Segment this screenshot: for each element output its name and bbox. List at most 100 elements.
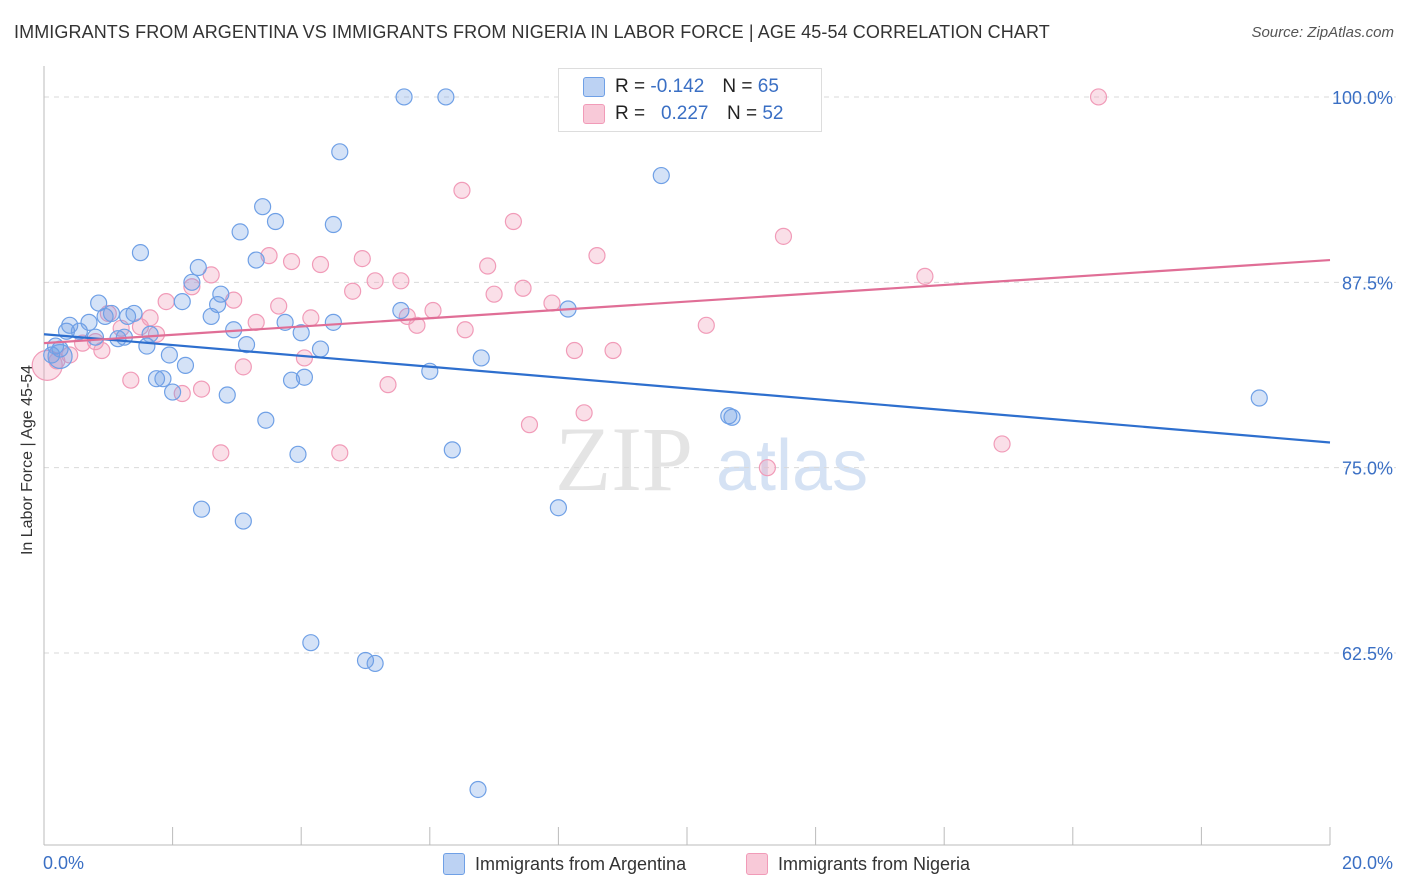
argentina-point-4 (61, 316, 79, 334)
nigeria-point-49 (758, 459, 776, 477)
argentina-point-46 (331, 143, 349, 161)
legend-n-argentina: 65 (757, 76, 779, 97)
series-nigeria (31, 88, 1108, 477)
stats-legend: R = -0.142 N = 65 R = 0.227 N = 52 (558, 68, 822, 132)
nigeria-point-19 (234, 358, 252, 376)
nigeria-point-16 (202, 266, 220, 284)
argentina-point-17 (131, 244, 150, 262)
source-label: Source: ZipAtlas.com (1251, 24, 1394, 41)
argentina-point-32 (237, 335, 256, 354)
legend-row-argentina: R = -0.142 N = 65 (583, 75, 779, 99)
nigeria-point-25 (302, 309, 320, 327)
nigeria-point-48 (697, 316, 715, 334)
legend-r-label: R = (615, 76, 646, 97)
nigeria-point-47 (604, 341, 622, 360)
chart-title: IMMIGRANTS FROM ARGENTINA VS IMMIGRANTS … (14, 22, 1050, 42)
nigeria-point-51 (916, 267, 934, 285)
argentina-point-60 (723, 408, 741, 426)
argentina-point-62 (192, 500, 211, 518)
legend-n-label: N = (726, 103, 758, 124)
y-tick-label-3: 100.0% (1332, 88, 1393, 108)
y-tick-label-1: 75.0% (1342, 459, 1393, 479)
nigeria-swatch (583, 104, 605, 124)
nigeria-point-30 (366, 272, 384, 290)
legend-n-label: N = (722, 76, 753, 97)
argentina-point-48 (366, 654, 384, 673)
nigeria-point-0 (31, 349, 63, 381)
nigeria-point-50 (774, 227, 793, 245)
argentina-point-56 (549, 499, 568, 517)
nigeria-point-34 (408, 316, 426, 334)
axes (43, 66, 1331, 846)
watermark: ZIP atlas (555, 408, 868, 510)
nigeria-point-15 (192, 380, 211, 398)
nigeria-point-29 (353, 249, 371, 268)
nigeria-point-42 (520, 416, 539, 434)
nigeria-legend-swatch (746, 853, 768, 875)
nigeria-point-26 (311, 255, 330, 274)
argentina-point-31 (231, 223, 249, 241)
argentina-point-21 (164, 383, 182, 401)
argentina-point-35 (257, 411, 275, 429)
argentina-point-10 (102, 304, 121, 323)
argentina-point-28 (212, 285, 230, 303)
legend-n-nigeria: 52 (762, 103, 784, 124)
legend-r-label: R = (615, 103, 646, 124)
nigeria-point-44 (565, 341, 584, 360)
nigeria-point-11 (147, 325, 166, 343)
legend-r-nigeria: 0.227 (660, 103, 709, 124)
nigeria-point-24 (295, 349, 314, 367)
nigeria-point-45 (575, 404, 593, 422)
nigeria-point-52 (993, 435, 1011, 453)
x-tick-label-0: 0.0% (43, 853, 84, 873)
argentina-point-58 (652, 166, 670, 185)
argentina-point-16 (141, 325, 159, 343)
argentina-point-20 (160, 346, 178, 364)
trend-lines (43, 258, 1331, 444)
argentina-point-27 (209, 295, 227, 314)
watermark-atlas: atlas (716, 426, 868, 506)
nigeria-point-17 (212, 444, 230, 462)
nigeria-point-10 (141, 309, 159, 327)
bottom-legend-nigeria: Immigrants from Nigeria (746, 852, 970, 876)
bottom-legend-argentina: Immigrants from Argentina (443, 852, 686, 876)
argentina-point-52 (437, 88, 455, 106)
argentina-point-6 (80, 313, 98, 331)
argentina-point-40 (292, 324, 310, 342)
nigeria-point-27 (331, 444, 349, 462)
tick-labels: 62.5% 75.0% 87.5% 100.0% 0.0% 20.0% (43, 88, 1393, 873)
argentina-point-54 (469, 780, 487, 799)
argentina-point-23 (176, 356, 195, 374)
nigeria-point-46 (588, 247, 606, 265)
argentina-point-36 (266, 212, 285, 231)
argentina-point-24 (183, 273, 201, 291)
nigeria-point-40 (504, 212, 522, 231)
nigeria-point-14 (183, 278, 201, 296)
argentina-point-55 (472, 349, 490, 367)
argentina-point-64 (47, 343, 73, 370)
nigeria-point-36 (453, 181, 471, 199)
argentina-point-34 (254, 198, 272, 216)
nigeria-point-38 (479, 257, 497, 275)
argentina-point-50 (395, 88, 413, 106)
nigeria-point-43 (543, 294, 561, 312)
argentina-point-47 (356, 651, 375, 670)
argentina-point-43 (311, 340, 330, 358)
nigeria-point-21 (260, 247, 278, 265)
y-tick-label-2: 87.5% (1342, 273, 1393, 293)
nigeria-point-22 (270, 297, 288, 315)
argentina-point-18 (147, 370, 166, 388)
argentina-point-41 (295, 368, 314, 386)
argentina-legend-swatch (443, 853, 465, 875)
argentina-point-44 (324, 313, 342, 331)
argentina-point-45 (324, 215, 342, 234)
nigeria-point-41 (514, 279, 532, 297)
argentina-point-25 (189, 258, 207, 277)
series-argentina (43, 88, 1268, 799)
legend-row-nigeria: R = 0.227 N = 52 (583, 102, 783, 126)
argentina-point-42 (302, 634, 320, 652)
argentina-point-19 (154, 370, 172, 388)
legend-r-argentina: -0.142 (650, 76, 705, 97)
y-tick-label-0: 62.5% (1342, 644, 1393, 664)
argentina-swatch (583, 77, 605, 97)
